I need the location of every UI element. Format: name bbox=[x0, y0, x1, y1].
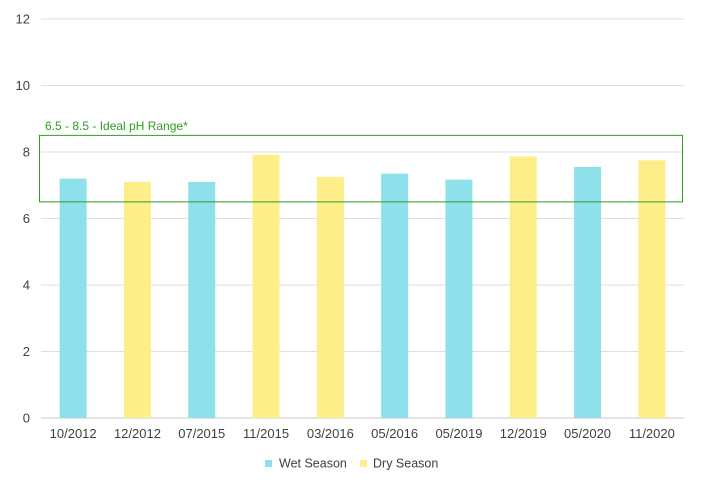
x-tick-label: 12/2012 bbox=[114, 426, 161, 441]
x-tick-label: 10/2012 bbox=[50, 426, 97, 441]
bar bbox=[381, 173, 409, 418]
bar bbox=[188, 181, 216, 418]
legend-label: Wet Season bbox=[279, 457, 347, 471]
x-tick-label: 03/2016 bbox=[307, 426, 354, 441]
bar bbox=[316, 176, 344, 418]
y-axis-ticks: 0 2 4 6 8 10 12 bbox=[16, 12, 30, 426]
x-axis-ticks: 10/2012 12/2012 07/2015 11/2015 03/2016 05/20… bbox=[50, 426, 675, 441]
bar bbox=[252, 154, 280, 418]
x-tick-label: 05/2019 bbox=[435, 426, 482, 441]
ideal-range-label: 6.5 - 8.5 - Ideal pH Range* bbox=[45, 119, 188, 133]
legend-label: Dry Season bbox=[373, 457, 438, 471]
legend-swatch bbox=[360, 460, 367, 467]
y-tick-label: 0 bbox=[23, 411, 30, 426]
x-tick-label: 12/2019 bbox=[500, 426, 547, 441]
bar bbox=[445, 179, 473, 418]
y-tick-label: 10 bbox=[16, 78, 30, 93]
bar bbox=[574, 166, 602, 418]
x-tick-label: 07/2015 bbox=[178, 426, 225, 441]
bar bbox=[509, 156, 537, 418]
bars bbox=[59, 154, 666, 418]
x-tick-label: 05/2020 bbox=[564, 426, 611, 441]
bar bbox=[638, 160, 666, 418]
bar bbox=[59, 178, 87, 418]
y-tick-label: 12 bbox=[16, 12, 30, 27]
x-tick-label: 11/2015 bbox=[243, 426, 289, 441]
x-tick-label: 11/2020 bbox=[629, 426, 675, 441]
bar bbox=[123, 181, 151, 418]
y-tick-label: 8 bbox=[23, 145, 30, 160]
legend: Wet Season Dry Season bbox=[265, 457, 438, 471]
ideal-range-rect bbox=[39, 134, 683, 203]
ideal-range-band: 6.5 - 8.5 - Ideal pH Range* bbox=[39, 119, 683, 203]
x-tick-label: 05/2016 bbox=[371, 426, 418, 441]
y-tick-label: 2 bbox=[23, 344, 30, 359]
legend-swatch bbox=[265, 460, 272, 467]
y-tick-label: 6 bbox=[23, 211, 30, 226]
y-tick-label: 4 bbox=[23, 278, 30, 293]
